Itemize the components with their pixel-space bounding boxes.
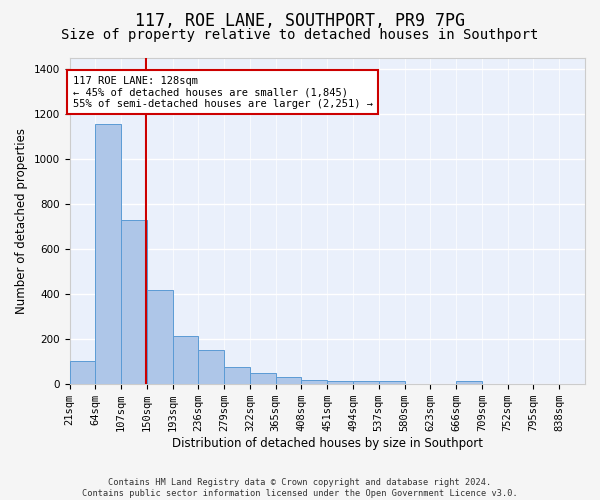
Bar [121, 220, 147, 384]
Bar [456, 381, 482, 384]
Bar [353, 381, 379, 384]
Text: 117 ROE LANE: 128sqm
← 45% of detached houses are smaller (1,845)
55% of semi-de: 117 ROE LANE: 128sqm ← 45% of detached h… [73, 76, 373, 108]
Bar [173, 336, 199, 384]
Bar [379, 381, 404, 384]
Bar [70, 360, 95, 384]
Bar [327, 381, 353, 384]
Bar [199, 350, 224, 384]
Y-axis label: Number of detached properties: Number of detached properties [15, 128, 28, 314]
Bar [224, 368, 250, 384]
Text: Contains HM Land Registry data © Crown copyright and database right 2024.
Contai: Contains HM Land Registry data © Crown c… [82, 478, 518, 498]
Text: 117, ROE LANE, SOUTHPORT, PR9 7PG: 117, ROE LANE, SOUTHPORT, PR9 7PG [135, 12, 465, 30]
Text: Size of property relative to detached houses in Southport: Size of property relative to detached ho… [61, 28, 539, 42]
Bar [301, 380, 327, 384]
Bar [147, 290, 173, 384]
X-axis label: Distribution of detached houses by size in Southport: Distribution of detached houses by size … [172, 437, 483, 450]
Bar [250, 373, 276, 384]
Bar [95, 124, 121, 384]
Bar [276, 377, 301, 384]
